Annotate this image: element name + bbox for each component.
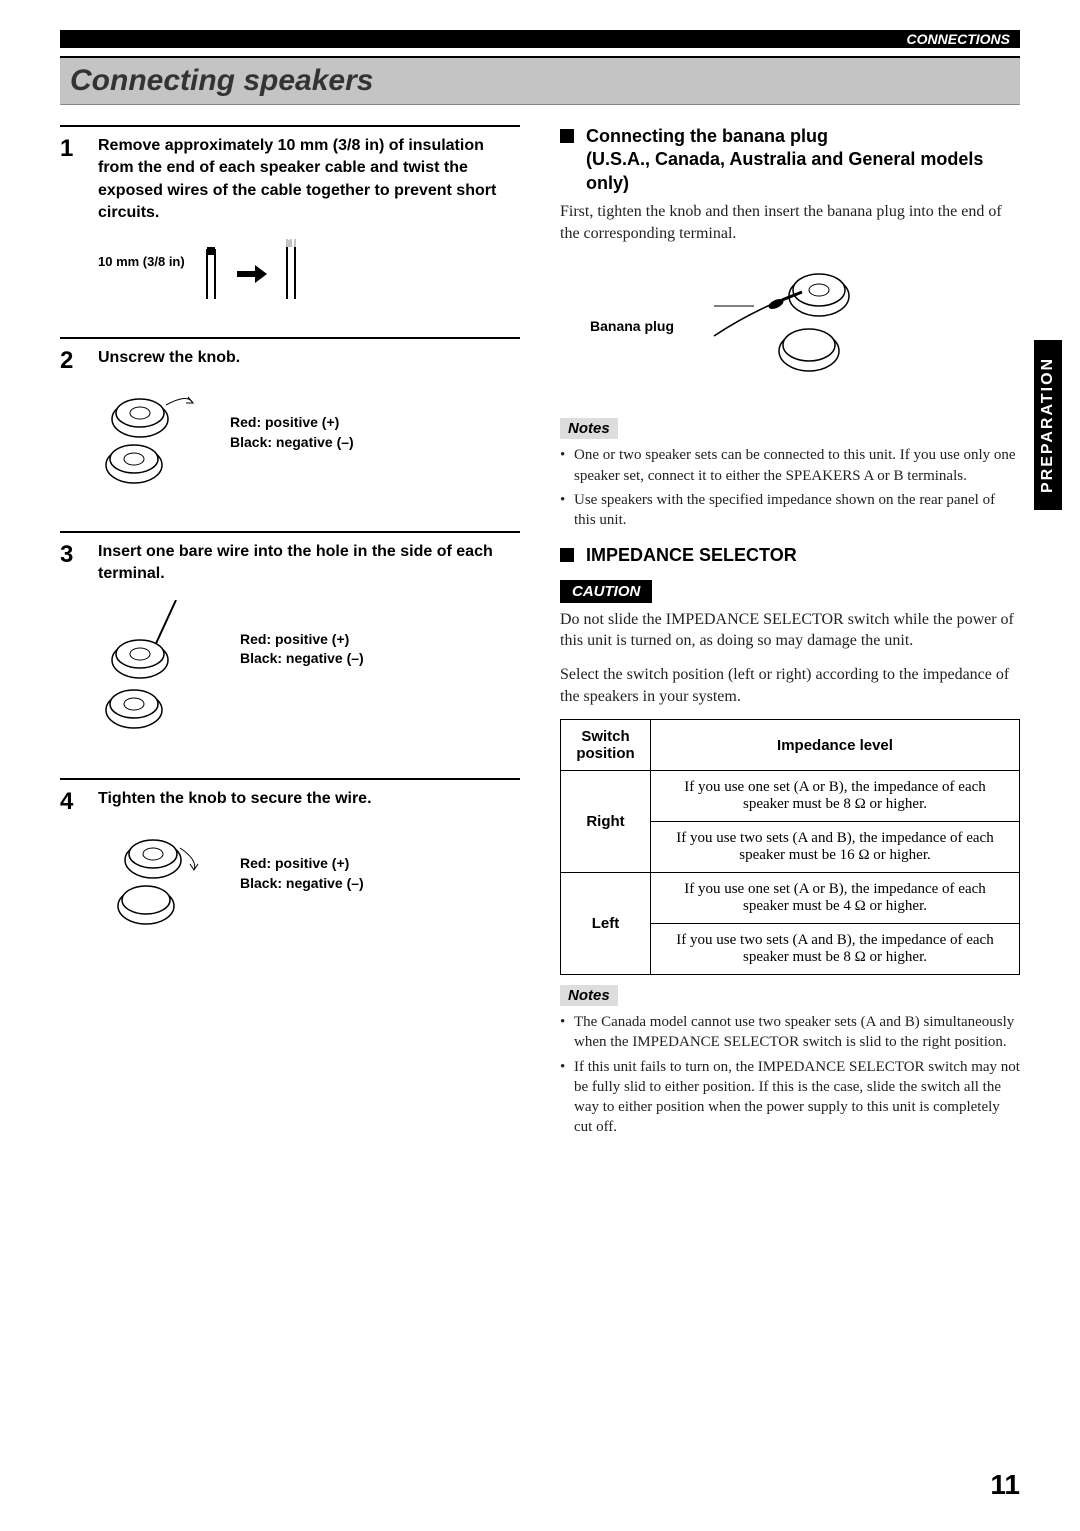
step-number: 4 xyxy=(60,788,84,934)
cell-position: Right xyxy=(561,771,651,873)
page-number: 11 xyxy=(990,1469,1020,1501)
step-3-illustration: Red: positive (+) Black: negative (–) xyxy=(98,600,520,750)
table-row: Right If you use one set (A or B), the i… xyxy=(561,771,1020,822)
banana-plug-icon xyxy=(684,256,884,396)
polarity-black: Black: negative (–) xyxy=(240,874,364,894)
banana-title-block: Connecting the banana plug (U.S.A., Cana… xyxy=(586,125,1020,195)
step-text: Insert one bare wire into the hole in th… xyxy=(98,541,520,586)
terminal-tighten-icon xyxy=(98,824,228,934)
note-item: One or two speaker sets can be connected… xyxy=(560,445,1020,486)
table-header-row: Switch position Impedance level xyxy=(561,720,1020,771)
step-text: Tighten the knob to secure the wire. xyxy=(98,788,520,810)
step-1-illustration: 10 mm (3/8 in) xyxy=(98,239,520,309)
notes-1-list: One or two speaker sets can be connected… xyxy=(560,445,1020,530)
polarity-label: Red: positive (+) Black: negative (–) xyxy=(230,413,354,452)
polarity-black: Black: negative (–) xyxy=(230,433,354,453)
impedance-table: Switch position Impedance level Right If… xyxy=(560,719,1020,975)
step-4: 4 Tighten the knob to secure the wire. R xyxy=(60,778,520,934)
banana-title: Connecting the banana plug xyxy=(586,125,1020,148)
notes-label: Notes xyxy=(560,985,618,1006)
step-3: 3 Insert one bare wire into the hole in … xyxy=(60,531,520,750)
banana-body: First, tighten the knob and then insert … xyxy=(560,201,1020,244)
impedance-title: IMPEDANCE SELECTOR xyxy=(586,544,797,567)
notes-2-list: The Canada model cannot use two speaker … xyxy=(560,1012,1020,1138)
polarity-label: Red: positive (+) Black: negative (–) xyxy=(240,854,364,893)
section-title-bar: Connecting speakers xyxy=(60,56,1020,105)
left-column: 1 Remove approximately 10 mm (3/8 in) of… xyxy=(60,125,520,1152)
square-bullet-icon xyxy=(560,129,574,143)
header-bar: CONNECTIONS xyxy=(60,30,1020,48)
step-2-illustration: Red: positive (+) Black: negative (–) xyxy=(98,383,520,503)
banana-plug-heading: Connecting the banana plug (U.S.A., Cana… xyxy=(560,125,1020,195)
side-tab: PREPARATION xyxy=(1034,340,1062,510)
terminal-knob-icon xyxy=(98,383,218,503)
note-item: Use speakers with the specified impedanc… xyxy=(560,490,1020,531)
banana-plug-illustration: Banana plug xyxy=(590,256,1020,396)
notes-label: Notes xyxy=(560,418,618,439)
polarity-red: Red: positive (+) xyxy=(240,630,364,650)
banana-subtitle: (U.S.A., Canada, Australia and General m… xyxy=(586,148,1020,195)
right-column: Connecting the banana plug (U.S.A., Cana… xyxy=(560,125,1020,1152)
th-position: Switch position xyxy=(561,720,651,771)
wire-strip-icon xyxy=(197,239,337,309)
step-body: Unscrew the knob. Red: positive (+) xyxy=(98,347,520,503)
banana-fig-label: Banana plug xyxy=(590,318,674,334)
note-item: If this unit fails to turn on, the IMPED… xyxy=(560,1057,1020,1138)
note-item: The Canada model cannot use two speaker … xyxy=(560,1012,1020,1053)
header-label: CONNECTIONS xyxy=(907,31,1010,47)
caution-text: Do not slide the IMPEDANCE SELECTOR swit… xyxy=(560,609,1020,652)
content-columns: 1 Remove approximately 10 mm (3/8 in) of… xyxy=(60,125,1020,1152)
impedance-heading: IMPEDANCE SELECTOR xyxy=(560,544,1020,567)
step-number: 2 xyxy=(60,347,84,503)
step-4-illustration: Red: positive (+) Black: negative (–) xyxy=(98,824,520,934)
cell-desc: If you use one set (A or B), the impedan… xyxy=(651,771,1020,822)
th-level: Impedance level xyxy=(651,720,1020,771)
table-row: Left If you use one set (A or B), the im… xyxy=(561,873,1020,924)
section-title: Connecting speakers xyxy=(70,64,1010,98)
step-number: 3 xyxy=(60,541,84,750)
wire-length-label: 10 mm (3/8 in) xyxy=(98,253,185,271)
square-bullet-icon xyxy=(560,548,574,562)
polarity-label: Red: positive (+) Black: negative (–) xyxy=(240,630,364,669)
step-body: Tighten the knob to secure the wire. Red… xyxy=(98,788,520,934)
step-body: Remove approximately 10 mm (3/8 in) of i… xyxy=(98,135,520,309)
step-2: 2 Unscrew the knob. Red: po xyxy=(60,337,520,503)
cell-desc: If you use two sets (A and B), the imped… xyxy=(651,924,1020,975)
cell-position: Left xyxy=(561,873,651,975)
step-number: 1 xyxy=(60,135,84,309)
step-text: Unscrew the knob. xyxy=(98,347,520,369)
polarity-black: Black: negative (–) xyxy=(240,649,364,669)
step-text: Remove approximately 10 mm (3/8 in) of i… xyxy=(98,135,520,225)
step-1: 1 Remove approximately 10 mm (3/8 in) of… xyxy=(60,125,520,309)
step-body: Insert one bare wire into the hole in th… xyxy=(98,541,520,750)
select-text: Select the switch position (left or righ… xyxy=(560,664,1020,707)
caution-label: CAUTION xyxy=(560,580,652,603)
polarity-red: Red: positive (+) xyxy=(230,413,354,433)
polarity-red: Red: positive (+) xyxy=(240,854,364,874)
terminal-insert-icon xyxy=(98,600,228,750)
cell-desc: If you use two sets (A and B), the imped… xyxy=(651,822,1020,873)
cell-desc: If you use one set (A or B), the impedan… xyxy=(651,873,1020,924)
